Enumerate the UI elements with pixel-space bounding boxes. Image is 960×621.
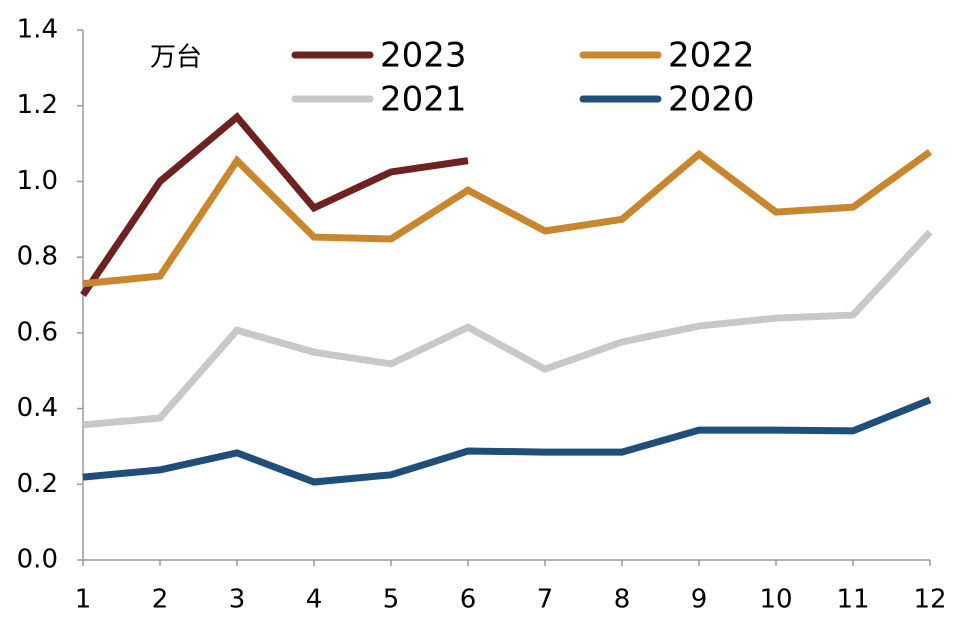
y-tick-label: 0.0 [17, 545, 58, 575]
x-tick-label: 11 [836, 585, 869, 615]
legend-label: 2022 [668, 36, 755, 76]
y-tick-label: 0.4 [17, 393, 58, 423]
legend-label: 2021 [380, 80, 467, 120]
legend-label: 2023 [380, 36, 467, 76]
x-tick-label: 10 [759, 585, 792, 615]
y-tick-label: 1.0 [17, 166, 58, 196]
x-tick-label: 1 [75, 585, 92, 615]
y-unit-label: 万台 [150, 43, 202, 73]
y-tick-label: 1.4 [17, 15, 58, 45]
x-tick-label: 12 [913, 585, 946, 615]
x-tick-label: 2 [152, 585, 169, 615]
x-tick-label: 3 [229, 585, 246, 615]
series-line [80, 112, 469, 297]
x-tick-label: 6 [460, 585, 477, 615]
y-tick-label: 0.2 [17, 469, 58, 499]
legend-label: 2020 [668, 80, 755, 120]
x-tick-label: 7 [537, 585, 554, 615]
series-line [82, 396, 932, 486]
series-line [82, 229, 933, 429]
x-tick-label: 8 [614, 585, 631, 615]
x-tick-label: 5 [383, 585, 400, 615]
x-tick-label: 9 [691, 585, 708, 615]
y-tick-label: 1.2 [17, 90, 58, 120]
y-tick-label: 0.8 [17, 242, 58, 272]
y-tick-label: 0.6 [17, 317, 58, 347]
x-tick-label: 4 [306, 585, 323, 615]
series-line [82, 149, 933, 288]
